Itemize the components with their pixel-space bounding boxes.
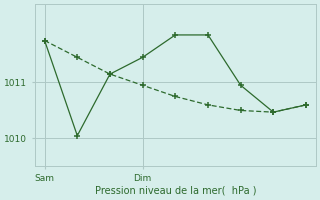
- X-axis label: Pression niveau de la mer(  hPa ): Pression niveau de la mer( hPa ): [95, 186, 256, 196]
